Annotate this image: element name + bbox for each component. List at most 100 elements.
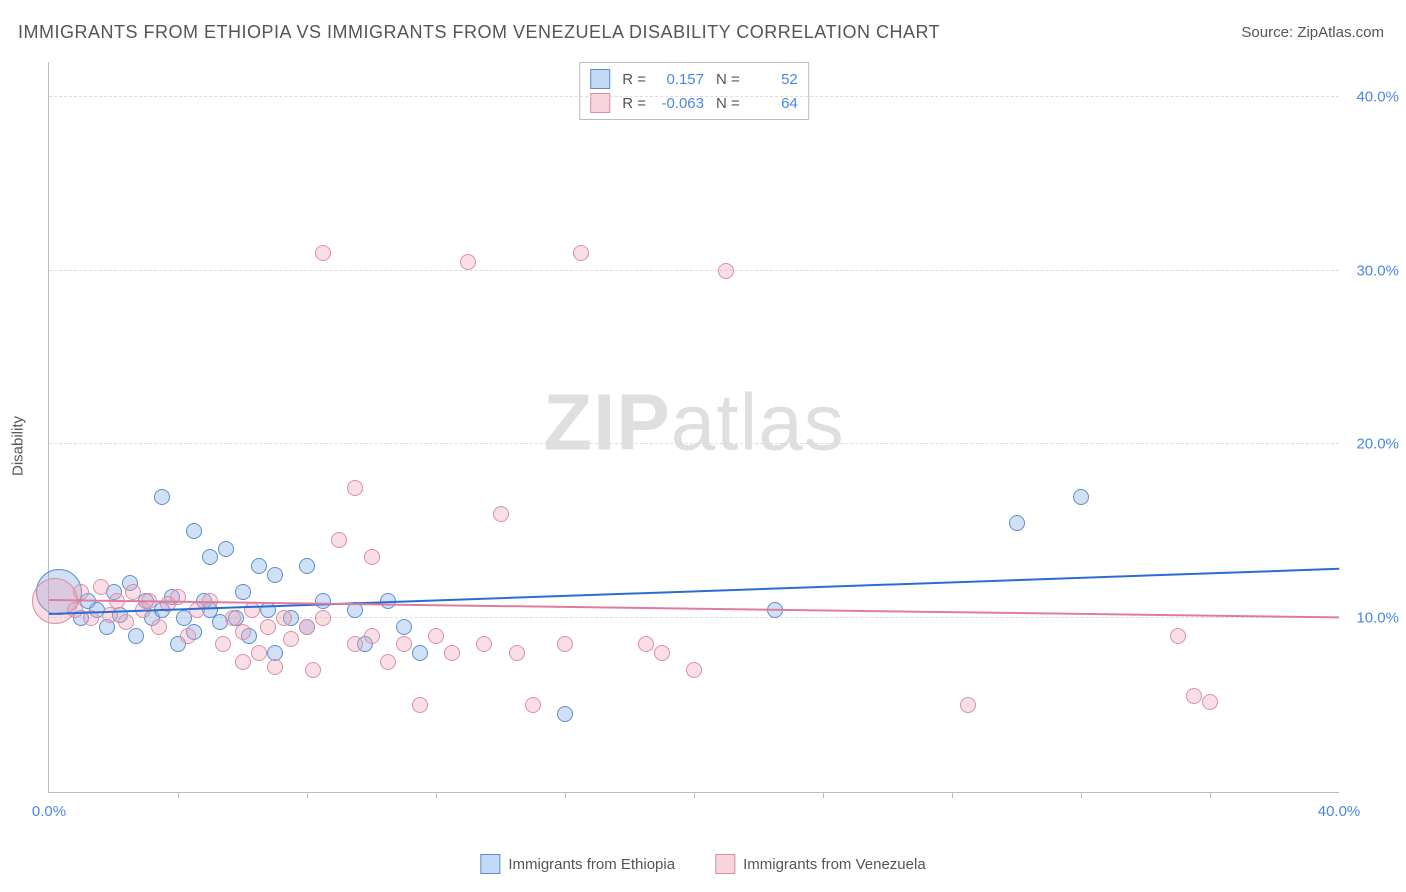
data-point bbox=[396, 636, 412, 652]
y-tick-label: 40.0% bbox=[1344, 88, 1399, 105]
data-point bbox=[460, 254, 476, 270]
chart-plot-area: ZIPatlas R =0.157N =52R =-0.063N =64 10.… bbox=[48, 62, 1339, 793]
stats-legend-row: R = -0.063 N = 64 bbox=[590, 91, 798, 115]
data-point bbox=[493, 506, 509, 522]
series-legend: Immigrants from Ethiopia Immigrants from … bbox=[480, 854, 925, 874]
data-point bbox=[412, 697, 428, 713]
data-point bbox=[412, 645, 428, 661]
data-point bbox=[235, 584, 251, 600]
x-tick-label: 40.0% bbox=[1318, 803, 1361, 820]
data-point bbox=[118, 614, 134, 630]
data-point bbox=[235, 654, 251, 670]
gridline-h bbox=[49, 96, 1339, 97]
data-point bbox=[215, 636, 231, 652]
watermark: ZIPatlas bbox=[543, 376, 844, 468]
data-point bbox=[299, 619, 315, 635]
data-point bbox=[170, 589, 186, 605]
legend-item: Immigrants from Venezuela bbox=[715, 854, 926, 874]
data-point bbox=[364, 549, 380, 565]
data-point bbox=[364, 628, 380, 644]
data-point bbox=[315, 610, 331, 626]
data-point bbox=[267, 567, 283, 583]
data-point bbox=[244, 602, 260, 618]
r-label: R = bbox=[622, 71, 646, 88]
data-point bbox=[276, 610, 292, 626]
gridline-h bbox=[49, 443, 1339, 444]
data-point bbox=[125, 584, 141, 600]
data-point bbox=[251, 558, 267, 574]
data-point bbox=[444, 645, 460, 661]
data-point bbox=[235, 624, 251, 640]
data-point bbox=[557, 636, 573, 652]
data-point bbox=[283, 631, 299, 647]
data-point bbox=[686, 662, 702, 678]
data-point bbox=[573, 245, 589, 261]
chart-title: IMMIGRANTS FROM ETHIOPIA VS IMMIGRANTS F… bbox=[18, 22, 940, 43]
data-point bbox=[331, 532, 347, 548]
r-value: -0.063 bbox=[654, 95, 704, 112]
data-point bbox=[1009, 515, 1025, 531]
n-value: 52 bbox=[748, 71, 798, 88]
data-point bbox=[525, 697, 541, 713]
n-label: N = bbox=[716, 71, 740, 88]
x-tick-mark bbox=[694, 792, 695, 798]
x-tick-mark bbox=[436, 792, 437, 798]
data-point bbox=[557, 706, 573, 722]
data-point bbox=[347, 636, 363, 652]
data-point bbox=[128, 628, 144, 644]
y-axis-label: Disability bbox=[10, 416, 27, 476]
data-point bbox=[154, 489, 170, 505]
x-tick-mark bbox=[307, 792, 308, 798]
source-name: ZipAtlas.com bbox=[1297, 24, 1384, 41]
watermark-bold: ZIP bbox=[543, 377, 670, 466]
data-point bbox=[380, 654, 396, 670]
legend-swatch bbox=[715, 854, 735, 874]
data-point bbox=[428, 628, 444, 644]
data-point bbox=[180, 628, 196, 644]
legend-swatch bbox=[480, 854, 500, 874]
data-point bbox=[654, 645, 670, 661]
x-tick-mark bbox=[565, 792, 566, 798]
stats-legend-row: R = 0.157 N = 52 bbox=[590, 67, 798, 91]
n-label: N = bbox=[716, 95, 740, 112]
x-tick-mark bbox=[178, 792, 179, 798]
y-tick-label: 20.0% bbox=[1344, 436, 1399, 453]
x-tick-mark bbox=[823, 792, 824, 798]
legend-label: Immigrants from Ethiopia bbox=[508, 856, 675, 873]
r-value: 0.157 bbox=[654, 71, 704, 88]
data-point bbox=[299, 558, 315, 574]
data-point bbox=[73, 584, 89, 600]
gridline-h bbox=[49, 270, 1339, 271]
y-tick-label: 10.0% bbox=[1344, 610, 1399, 627]
data-point bbox=[509, 645, 525, 661]
data-point bbox=[396, 619, 412, 635]
data-point bbox=[102, 607, 118, 623]
data-point bbox=[347, 480, 363, 496]
data-point bbox=[1186, 688, 1202, 704]
data-point bbox=[202, 549, 218, 565]
data-point bbox=[1170, 628, 1186, 644]
data-point bbox=[186, 523, 202, 539]
watermark-rest: atlas bbox=[671, 377, 845, 466]
n-value: 64 bbox=[748, 95, 798, 112]
legend-swatch bbox=[590, 69, 610, 89]
data-point bbox=[260, 619, 276, 635]
data-point bbox=[315, 593, 331, 609]
stats-legend: R = 0.157 N = 52 R = -0.063 N = 64 bbox=[579, 62, 809, 120]
data-point bbox=[1202, 694, 1218, 710]
source-label: Source: bbox=[1241, 24, 1297, 41]
data-point bbox=[267, 659, 283, 675]
data-point bbox=[718, 263, 734, 279]
data-point bbox=[305, 662, 321, 678]
x-tick-mark bbox=[1210, 792, 1211, 798]
y-tick-label: 30.0% bbox=[1344, 262, 1399, 279]
x-tick-mark bbox=[952, 792, 953, 798]
data-point bbox=[960, 697, 976, 713]
legend-item: Immigrants from Ethiopia bbox=[480, 854, 675, 874]
x-tick-label: 0.0% bbox=[32, 803, 66, 820]
r-label: R = bbox=[622, 95, 646, 112]
data-point bbox=[251, 645, 267, 661]
data-point bbox=[1073, 489, 1089, 505]
data-point bbox=[67, 602, 83, 618]
data-point bbox=[638, 636, 654, 652]
